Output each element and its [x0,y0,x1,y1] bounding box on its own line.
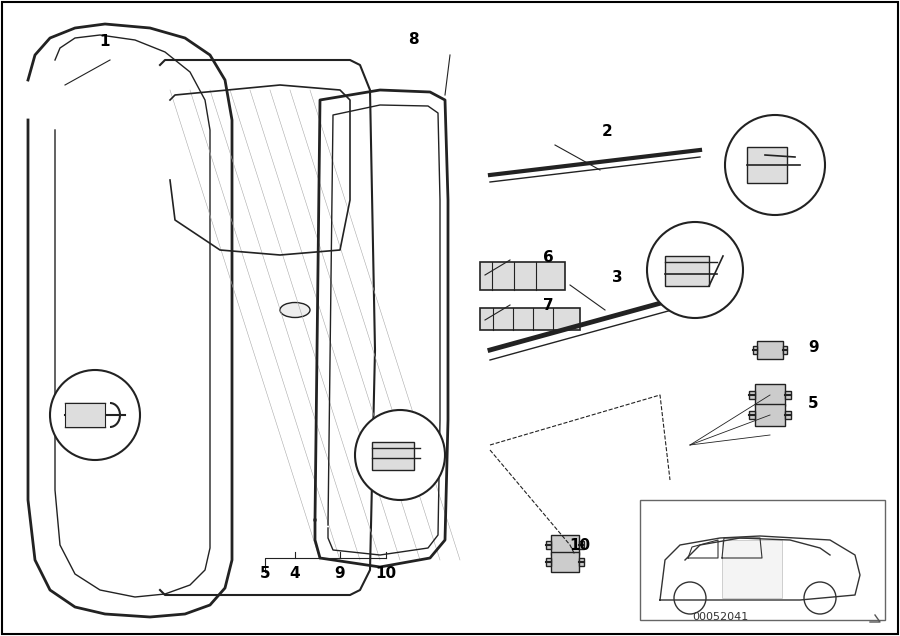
Text: 4: 4 [290,565,301,581]
Text: 9: 9 [335,565,346,581]
Text: 5: 5 [808,396,819,410]
Bar [579,558,584,566]
Circle shape [355,410,445,500]
Bar [665,256,709,286]
Bar [551,535,579,555]
Text: 1: 1 [100,34,110,50]
Bar [579,541,584,549]
Bar [372,442,414,470]
Bar [754,384,786,406]
Bar [758,341,783,359]
Bar [754,404,786,426]
Circle shape [50,370,140,460]
Bar [722,540,782,598]
Text: 7: 7 [543,298,553,312]
Text: 00052041: 00052041 [692,612,748,622]
Text: 8: 8 [408,32,418,48]
Text: 9: 9 [808,340,819,356]
Bar [753,347,758,354]
Bar [480,308,580,330]
Bar [640,500,885,620]
Bar [551,552,579,572]
Bar [783,347,788,354]
Text: 5: 5 [260,565,270,581]
Circle shape [804,582,836,614]
Bar [749,411,754,419]
Circle shape [725,115,825,215]
Bar [747,147,787,183]
Text: 3: 3 [612,270,622,286]
Text: 6: 6 [543,251,553,265]
Bar [546,558,551,566]
Text: 10: 10 [570,537,590,553]
Text: 2: 2 [601,125,612,139]
Circle shape [647,222,743,318]
Circle shape [674,582,706,614]
Bar [786,391,791,399]
Text: 10: 10 [375,565,397,581]
Bar [749,391,754,399]
Ellipse shape [280,303,310,317]
Bar [65,403,105,427]
Bar [546,541,551,549]
Bar [786,411,791,419]
Bar [480,262,565,290]
